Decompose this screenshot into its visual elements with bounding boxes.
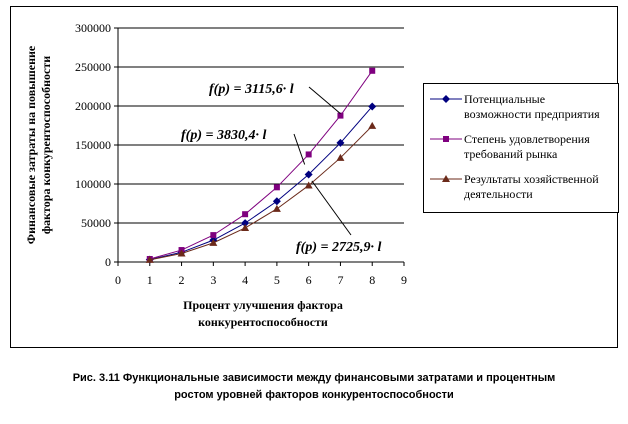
x-tick-label: 0 [115, 273, 121, 287]
data-point-diamond [272, 197, 281, 206]
legend: Потенциальные возможности предприятия Сте… [423, 83, 619, 213]
y-tick-label: 250000 [75, 60, 111, 74]
data-point-diamond [241, 219, 250, 228]
data-point-triangle [241, 223, 250, 231]
data-point-square [369, 67, 376, 74]
legend-key-results [430, 175, 462, 182]
y-tick-label: 150000 [75, 138, 111, 152]
y-tick-label: 300000 [75, 21, 111, 35]
x-tick-label: 3 [210, 273, 216, 287]
chart-frame: 0 50000 100000 150000 200000 250000 300000 0 1 2 3… [10, 6, 619, 348]
data-point-triangle [209, 238, 218, 246]
x-tick-label: 1 [147, 273, 153, 287]
x-tick-label: 8 [369, 273, 375, 287]
y-axis-title-line: Финансовые затраты на повышение [24, 45, 38, 244]
x-axis-title-line: конкурентоспособности [198, 315, 328, 329]
legend-label-results: Результаты хозяйственной деятельности [464, 172, 599, 201]
y-tick-label: 50000 [81, 216, 111, 230]
data-point-square [242, 211, 249, 218]
legend-item-potential: Потенциальные возможности предприятия [428, 92, 616, 122]
series-layer [145, 67, 377, 264]
caption-line-1: Рис. 3.11 Функциональные зависимости меж… [72, 372, 556, 384]
grid-layer [118, 27, 404, 224]
annotation-formula: f(p) = 2725,9· l [296, 240, 381, 255]
x-tick-label: 6 [306, 273, 312, 287]
chart-svg: 0 50000 100000 150000 200000 250000 300000 0 1 2 3… [24, 21, 407, 329]
data-point-triangle [272, 204, 281, 212]
figure-caption: Рис. 3.11 Функциональные зависимости меж… [30, 370, 598, 404]
data-point-triangle [304, 181, 313, 189]
annotation-pointer [293, 133, 306, 165]
data-point-square [305, 151, 312, 158]
annotation-formula: f(p) = 3115,6· l [209, 82, 294, 97]
legend-label-market: Степень удовлетворения требований рынка [464, 132, 590, 161]
series-line-1 [149, 70, 373, 260]
y-tick-label: 200000 [75, 99, 111, 113]
legend-item-market: Степень удовлетворения требований рынка [428, 132, 616, 162]
series-line-2 [149, 125, 373, 261]
legend-label-potential: Потенциальные возможности предприятия [464, 92, 600, 121]
annotation-pointer [311, 180, 352, 236]
data-point-triangle [177, 249, 186, 257]
y-tick-label: 0 [105, 255, 111, 269]
series-line-0 [149, 106, 373, 261]
x-tick-label: 7 [337, 273, 343, 287]
legend-item-results: Результаты хозяйственной деятельности [428, 172, 616, 202]
annotation-layer: f(p) = 3115,6· l f(p) = 3830,4· l f(p) = 2… [181, 82, 381, 255]
x-axis-title-line: Процент улучшения фактора [183, 298, 343, 312]
data-point-square [273, 184, 280, 191]
data-point-square [210, 232, 217, 239]
annotation-pointer [308, 86, 341, 114]
legend-key-potential [430, 95, 462, 103]
tick-layer: 0 50000 100000 150000 200000 250000 300000 0 1 2 3… [75, 21, 407, 287]
data-point-diamond [304, 170, 313, 179]
data-point-triangle [145, 255, 154, 263]
data-point-square [337, 112, 344, 119]
x-tick-label: 9 [401, 273, 407, 287]
data-point-triangle [368, 121, 377, 129]
x-tick-label: 4 [242, 273, 248, 287]
x-tick-label: 2 [179, 273, 185, 287]
data-point-triangle [336, 153, 345, 161]
y-tick-label: 100000 [75, 177, 111, 191]
title-layer: Финансовые затраты на повышение фактора к… [24, 45, 343, 329]
caption-line-2: ростом уровней факторов конкурентоспособ… [174, 389, 454, 401]
x-tick-label: 5 [274, 273, 280, 287]
data-point-diamond [368, 102, 377, 111]
y-axis-title-line: фактора конкурентоспособности [39, 56, 53, 234]
data-point-diamond [336, 138, 345, 147]
legend-key-market [430, 136, 462, 142]
annotation-formula: f(p) = 3830,4· l [181, 128, 266, 143]
